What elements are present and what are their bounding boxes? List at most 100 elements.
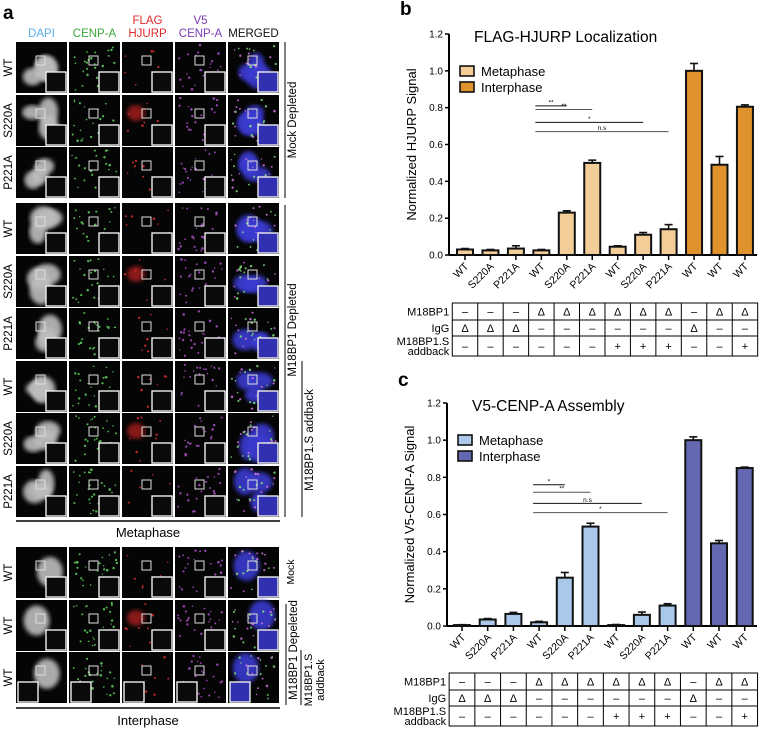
row-label: P221A (3, 474, 15, 509)
micrograph-v5-cenpa (175, 256, 226, 307)
micrograph-cenpa (69, 600, 120, 651)
signal-dot (208, 620, 210, 623)
signal-dot (245, 664, 248, 667)
significance-label: * (588, 116, 591, 123)
signal-dot (100, 662, 103, 665)
signal-dot (268, 173, 271, 175)
signal-dot (86, 605, 88, 607)
signal-dot (242, 590, 245, 593)
signal-dot (200, 249, 202, 252)
table-row-label: M18BP1.S (397, 336, 450, 348)
inset-zoom-box (176, 681, 198, 703)
table-cell: Δ (716, 307, 724, 319)
legend-label: Metaphase (479, 433, 543, 448)
signal-dot (146, 405, 149, 408)
hjurp-signal (127, 105, 145, 121)
signal-dot (88, 404, 90, 406)
row-label: WT (3, 564, 15, 582)
inset-zoom-box (151, 124, 173, 146)
signal-dot (256, 552, 259, 555)
signal-dot (109, 694, 112, 697)
signal-dot (270, 327, 273, 330)
signal-dot (75, 415, 78, 418)
y-tick-label: 1.0 (429, 66, 443, 77)
signal-dot (239, 54, 242, 57)
signal-dot (233, 285, 236, 288)
signal-dot (141, 586, 144, 589)
selection-box (194, 108, 205, 119)
signal-dot (133, 165, 137, 168)
inset-zoom-box (204, 124, 226, 146)
y-tick-label: 0.4 (427, 547, 441, 558)
signal-dot (151, 613, 154, 617)
selection-box (88, 216, 99, 227)
signal-dot (184, 370, 186, 372)
signal-dot (195, 590, 198, 593)
signal-dot (207, 613, 210, 616)
micrograph-merged (228, 652, 279, 703)
signal-dot (76, 494, 78, 496)
signal-dot (197, 351, 200, 354)
signal-dot (195, 497, 198, 500)
signal-dot (206, 372, 209, 375)
signal-dot (108, 610, 112, 613)
signal-dot (109, 221, 111, 223)
inset-zoom-box (257, 442, 279, 464)
bar (504, 612, 523, 628)
micrograph-cenpa (69, 42, 120, 93)
x-tick-label: WT (680, 260, 700, 280)
signal-dot (253, 646, 256, 649)
signal-dot (248, 48, 251, 50)
signal-dot (78, 553, 81, 556)
signal-dot (134, 83, 137, 86)
signal-dot (269, 56, 272, 59)
signal-dot (248, 183, 250, 186)
signal-dot (100, 482, 103, 485)
x-tick-label: P221A (489, 632, 520, 663)
signal-dot (163, 655, 166, 659)
signal-dot (233, 165, 236, 168)
signal-dot (140, 416, 143, 419)
selection-box (35, 321, 46, 332)
signal-dot (219, 681, 222, 684)
table-cell: Δ (639, 307, 647, 319)
signal-dot (238, 107, 241, 110)
signal-dot (199, 550, 201, 553)
signal-dot (242, 641, 245, 644)
significance-label: ** (549, 99, 555, 106)
signal-dot (214, 573, 217, 576)
bar (583, 161, 602, 257)
signal-dot (141, 124, 144, 127)
signal-dot (210, 365, 213, 368)
inset-zoom-box (17, 681, 39, 703)
signal-dot (203, 368, 205, 370)
signal-dot (124, 215, 127, 218)
signal-dot (185, 619, 188, 622)
signal-dot (164, 278, 166, 281)
row-label: S220A (3, 264, 15, 299)
signal-dot (252, 166, 254, 169)
selection-box (35, 479, 46, 490)
chromatin-blob (38, 97, 59, 127)
signal-dot (233, 110, 236, 113)
signal-dot (245, 62, 248, 65)
signal-dot (185, 610, 188, 613)
signal-dot (243, 290, 246, 293)
signal-dot (234, 352, 237, 355)
signal-dot (241, 455, 244, 457)
x-tick-label: S220A (466, 261, 497, 292)
table-cell: Δ (458, 693, 466, 705)
signal-dot (204, 283, 207, 286)
x-tick-label: WT (604, 260, 624, 280)
signal-dot (267, 321, 269, 323)
signal-dot (95, 510, 98, 513)
signal-dot (84, 667, 87, 670)
signal-dot (206, 208, 209, 210)
inset-zoom-box (45, 232, 67, 254)
signal-dot (274, 62, 277, 66)
signal-dot (178, 191, 181, 194)
signal-dot (242, 572, 245, 575)
chromatin-blob (24, 171, 42, 189)
micrograph-merged (228, 361, 279, 412)
table-cell: – (536, 693, 543, 705)
